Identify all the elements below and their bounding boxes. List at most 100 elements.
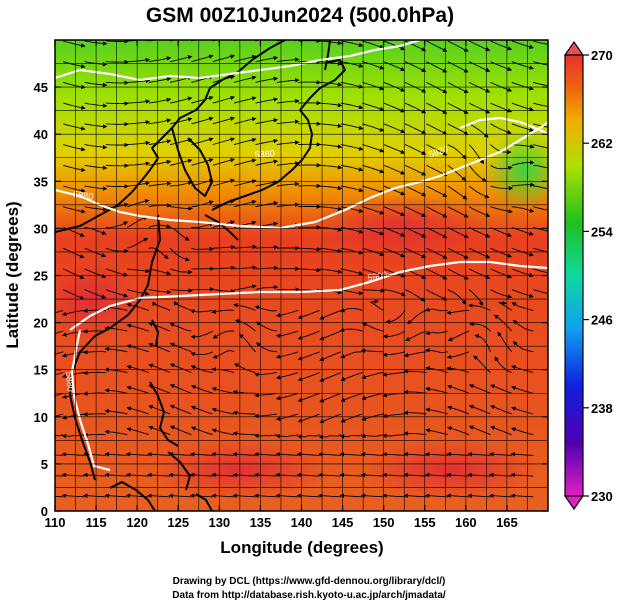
streamline: [490, 247, 513, 258]
streamline: [63, 247, 85, 259]
streamline: [407, 309, 427, 325]
streamline: [511, 268, 534, 278]
streamline: [297, 413, 320, 423]
streamline: [255, 244, 279, 250]
streamline: [148, 342, 171, 353]
streamline: [383, 102, 406, 113]
streamline: [147, 451, 171, 457]
streamline: [84, 102, 108, 108]
streamline: [340, 351, 363, 359]
streamline: [490, 289, 513, 299]
streamline: [276, 161, 300, 166]
colorbar-tick-label: 262: [591, 136, 613, 151]
streamline: [63, 289, 85, 300]
streamline: [169, 342, 192, 353]
streamline: [191, 54, 214, 63]
streamline: [511, 206, 535, 213]
streamline: [55, 413, 64, 417]
streamline: [255, 118, 279, 125]
streamline: [275, 372, 299, 380]
streamline: [148, 76, 172, 83]
streamline: [510, 472, 534, 478]
streamline: [403, 389, 427, 395]
streamline: [446, 309, 470, 315]
coastline-sulawesi: [195, 493, 213, 511]
streamline: [488, 451, 512, 457]
streamline: [55, 454, 64, 456]
streamline: [383, 206, 406, 216]
streamline: [468, 185, 490, 199]
y-tick-label: 0: [41, 504, 48, 519]
streamline: [490, 123, 512, 135]
streamline: [190, 405, 213, 415]
streamline: [233, 117, 257, 125]
x-tick-label: 160: [455, 515, 477, 530]
streamline: [148, 425, 171, 436]
contour-5820: [55, 40, 421, 82]
streamline: [511, 289, 534, 298]
streamline: [361, 372, 384, 380]
streamline: [426, 247, 448, 259]
streamline: [468, 165, 487, 182]
streamline: [63, 164, 86, 172]
colorbar-tick-label: 246: [591, 313, 613, 328]
streamline: [189, 493, 213, 498]
streamline: [55, 495, 64, 498]
streamline: [148, 247, 169, 259]
streamline: [148, 159, 172, 166]
streamline: [490, 40, 513, 51]
streamline: [319, 372, 342, 382]
streamline: [275, 330, 299, 339]
streamline: [212, 116, 236, 125]
streamline: [63, 40, 86, 48]
y-tick-label: 20: [34, 316, 48, 331]
streamline: [403, 431, 427, 436]
contour-label-west: 5880: [64, 371, 76, 392]
cold-anomaly-northeast: [485, 130, 548, 210]
streamline: [511, 40, 534, 49]
streamline: [510, 451, 534, 457]
streamline: [55, 392, 64, 397]
x-tick-label: 125: [167, 515, 189, 530]
streamline: [362, 268, 385, 277]
streamline: [319, 185, 343, 191]
streamline: [340, 413, 363, 423]
streamline: [83, 432, 106, 438]
streamline: [533, 81, 548, 87]
x-axis-label: Longitude (degrees): [220, 538, 383, 557]
streamline: [105, 121, 129, 127]
streamline: [446, 451, 470, 457]
streamline: [511, 102, 534, 112]
streamline: [383, 289, 406, 297]
streamline: [169, 363, 192, 373]
streamline: [238, 334, 256, 353]
streamline: [425, 347, 448, 353]
streamline: [383, 40, 406, 51]
streamline: [404, 185, 427, 197]
streamline: [297, 372, 320, 382]
streamline: [83, 329, 106, 334]
streamline: [340, 289, 364, 296]
streamline: [404, 61, 427, 72]
streamline: [297, 309, 320, 320]
streamline: [533, 247, 548, 253]
streamline: [148, 322, 171, 332]
streamline: [275, 493, 299, 498]
streamline: [533, 289, 548, 294]
streamline: [63, 144, 86, 152]
streamline: [382, 351, 406, 357]
streamline: [105, 101, 129, 106]
streamline: [55, 351, 64, 355]
streamline: [63, 268, 85, 279]
streamline: [105, 80, 129, 86]
streamline: [148, 203, 172, 208]
streamline: [494, 356, 512, 373]
streamline: [233, 158, 257, 166]
streamline: [152, 301, 171, 311]
streamline: [105, 163, 129, 168]
streamline: [382, 433, 406, 439]
plot-area: 5880 5900 5880 5880 5820: [55, 40, 548, 511]
streamline: [61, 330, 85, 337]
colorbar-tick-label: 230: [591, 489, 613, 504]
streamline: [474, 333, 491, 352]
